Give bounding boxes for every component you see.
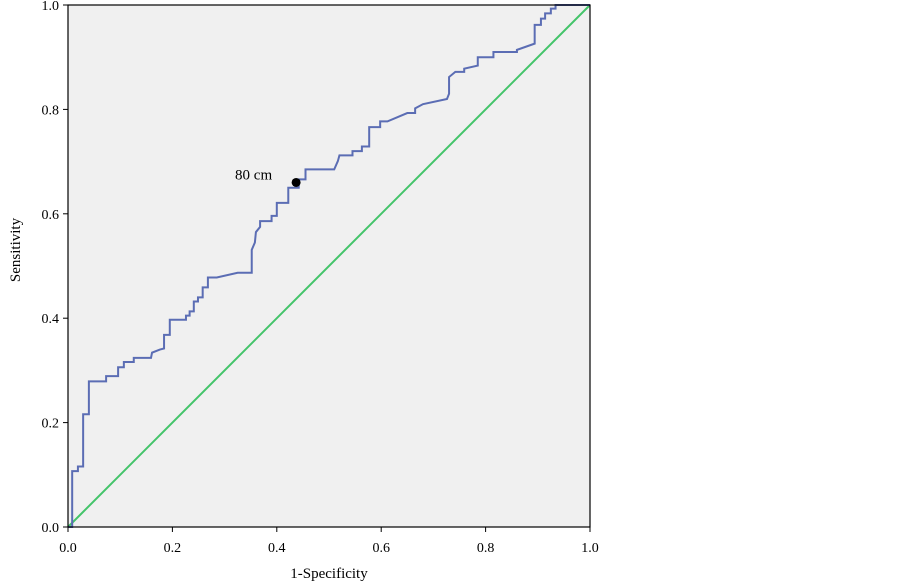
x-tick-label: 0.8 [477, 541, 495, 556]
x-tick-label: 1.0 [581, 541, 599, 556]
reference-line-layer [67, 4, 591, 528]
y-tick-label: 0.0 [42, 521, 60, 536]
x-axis-title: 1-Specificity [290, 566, 368, 581]
y-tick-label: 0.8 [42, 103, 60, 118]
reference-line [67, 4, 591, 528]
x-axis: 0.0 0.2 0.4 0.6 0.8 1.0 [59, 527, 599, 556]
y-tick-label: 0.4 [42, 312, 60, 327]
roc-curve [68, 4, 590, 528]
plot-frame [67, 4, 591, 528]
cutoff-point-marker [291, 177, 301, 187]
x-tick-label: 0.0 [59, 541, 77, 556]
y-tick-label: 1.0 [42, 0, 60, 14]
roc-curve-layer [68, 4, 590, 528]
annotation-layer: 80 cm [235, 167, 301, 187]
x-tick-label: 0.2 [164, 541, 182, 556]
y-axis-title: Sensitivity [8, 217, 24, 282]
x-tick-label: 0.4 [268, 541, 286, 556]
y-tick-label: 0.2 [42, 417, 60, 432]
cutoff-point-label: 80 cm [235, 167, 272, 183]
y-tick-label: 0.6 [42, 208, 60, 223]
y-axis: 0.0 0.2 0.4 0.6 0.8 1.0 [42, 0, 68, 536]
x-tick-label: 0.6 [372, 541, 390, 556]
